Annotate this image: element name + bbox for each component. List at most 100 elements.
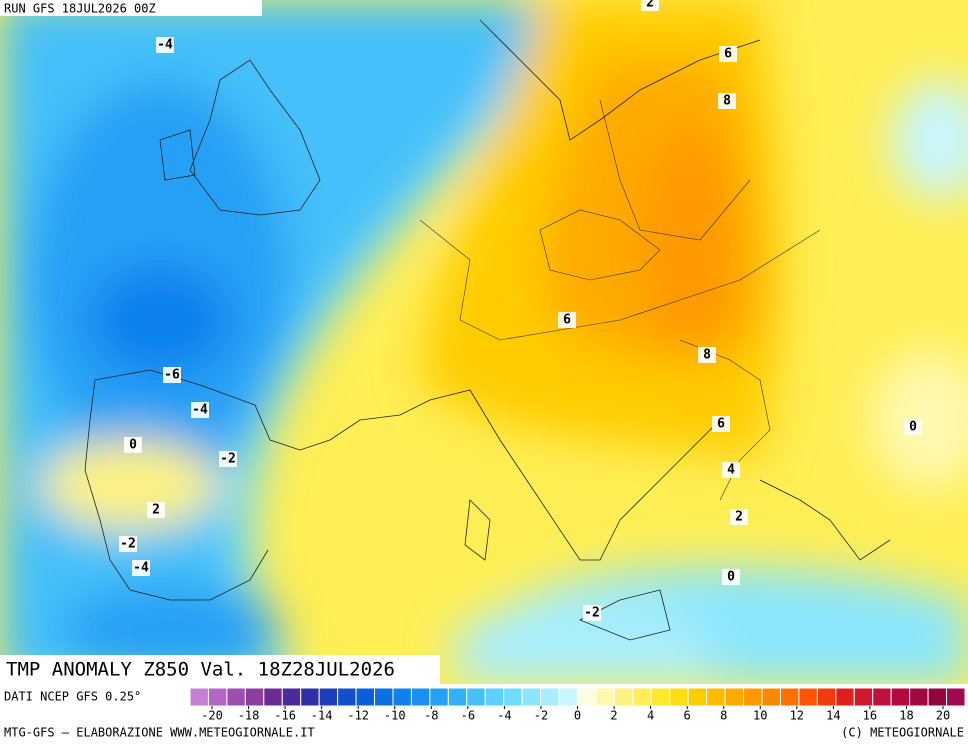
colorbar-tick-label: 6: [684, 709, 691, 723]
colorbar-swatch: [706, 687, 726, 707]
header-box: [0, 0, 262, 16]
colorbar-swatch: [909, 687, 929, 707]
contour-label: -4: [157, 38, 173, 53]
colorbar-tick-label: 0: [574, 709, 581, 723]
colorbar-tick-label: -4: [497, 709, 511, 723]
contour-label-bg: [722, 462, 740, 478]
colorbar-swatch: [337, 687, 357, 707]
contour-label-bg: [718, 93, 736, 109]
colorbar-tick-label: -18: [238, 709, 260, 723]
colorbar-swatch: [300, 687, 320, 707]
anomaly-field: [0, 0, 968, 684]
contour-label-bg: [132, 560, 150, 576]
colorbar-tick-label: 4: [647, 709, 654, 723]
contour-label-bg: [583, 605, 601, 621]
colorbar-swatch: [392, 687, 412, 707]
colorbar-swatch: [743, 687, 763, 707]
contour-label-bg: [719, 46, 737, 62]
contour-label: -4: [133, 561, 149, 576]
colorbar-swatch: [613, 687, 634, 707]
contour-label: 2: [735, 510, 743, 525]
colorbar-tick-label: 2: [610, 709, 617, 723]
contour-label: 0: [727, 570, 735, 585]
colorbar-tick-label: 18: [899, 709, 913, 723]
colorbar-swatch: [779, 687, 800, 707]
contour-label-bg: [163, 367, 181, 383]
source: DATI NCEP GFS 0.25°: [4, 690, 141, 704]
coastlines: [84, 19, 891, 641]
contour-label-bg: [191, 402, 209, 418]
colorbar-swatch: [558, 687, 578, 707]
contour-label-bg: [119, 536, 137, 552]
colorbar-swatch: [798, 687, 818, 707]
contour-label: -2: [220, 452, 236, 467]
colorbar-swatch: [540, 687, 560, 707]
colorbar-swatch: [207, 687, 228, 707]
colorbar-swatch: [577, 687, 597, 707]
colorbar-tick-label: -16: [274, 709, 296, 723]
colorbar-tick-label: 16: [863, 709, 877, 723]
colorbar-swatch: [410, 687, 431, 707]
colorbar-tick-label: 10: [753, 709, 767, 723]
colorbar-swatch: [853, 687, 874, 707]
contour-label-bg: [219, 451, 237, 467]
contour-label: -2: [120, 537, 136, 552]
contour-label-bg: [712, 416, 730, 432]
colorbar-swatch: [632, 687, 652, 707]
contour-label: 6: [717, 417, 725, 432]
map: -4 2 6 8 6 -6 -4 8 0 -2 6 0 4 2 2 -2 -4 0 -2 RUN GFS 18JUL…: [0, 0, 968, 684]
colorbar-swatch: [374, 687, 394, 707]
contour-label-bg: [641, 0, 659, 11]
colorbar-tick-label: -6: [461, 709, 475, 723]
colorbar-swatch: [669, 687, 689, 707]
colorbar-swatch: [281, 687, 302, 707]
colorbar-swatch: [263, 687, 283, 707]
colorbar-swatch: [521, 687, 542, 707]
colorbar-swatch: [835, 687, 855, 707]
colorbar-tick-label: -14: [311, 709, 333, 723]
colorbar-swatch: [927, 687, 948, 707]
colorbar-tick-label: -2: [534, 709, 548, 723]
contour-label: 0: [129, 438, 137, 453]
colorbar-tick-label: 20: [936, 709, 950, 723]
colorbar-swatch: [226, 687, 246, 707]
map-title: TMP ANOMALY Z850 Val. 18Z28JUL2026: [6, 659, 395, 681]
colorbar-swatch: [447, 687, 468, 707]
colorbar-tick-label: 8: [720, 709, 727, 723]
colorbar-swatch: [484, 687, 505, 707]
contour-label: -4: [192, 403, 208, 418]
contour-label-bg: [147, 502, 165, 518]
colorbar-tick-label: 12: [790, 709, 804, 723]
contour-label: 2: [152, 503, 160, 518]
colorbar-swatch: [946, 687, 966, 707]
footer-right: (C) METEOGIORNALE: [841, 726, 964, 740]
contour-label-bg: [722, 569, 740, 585]
colorbar-swatch: [872, 687, 892, 707]
colorbar-swatch: [318, 687, 339, 707]
colorbar-swatch: [503, 687, 523, 707]
contour-label: 4: [727, 463, 735, 478]
title-box: [0, 655, 440, 684]
contour-label: 0: [909, 420, 917, 435]
contour-label: 6: [724, 47, 732, 62]
colorbar-swatch: [724, 687, 745, 707]
colorbar-swatch: [429, 687, 449, 707]
contour-label-bg: [730, 509, 748, 525]
colorbar-tick-label: -12: [347, 709, 369, 723]
contour-label: 8: [723, 94, 731, 109]
contour-label-bg: [904, 419, 922, 435]
colorbar-swatch: [355, 687, 376, 707]
colorbar-swatch: [244, 687, 265, 707]
colorbar-swatch: [890, 687, 911, 707]
colorbar-swatch: [687, 687, 708, 707]
colorbar-swatch: [595, 687, 615, 707]
colorbar-swatch: [466, 687, 486, 707]
contour-label-bg: [124, 437, 142, 453]
colorbar-tick-label: -10: [384, 709, 406, 723]
colorbar-tick-label: -20: [201, 709, 223, 723]
contour-label: 2: [646, 0, 654, 11]
colorbar-swatch: [650, 687, 671, 707]
colorbar-swatch: [816, 687, 837, 707]
contour-label: -2: [584, 606, 600, 621]
